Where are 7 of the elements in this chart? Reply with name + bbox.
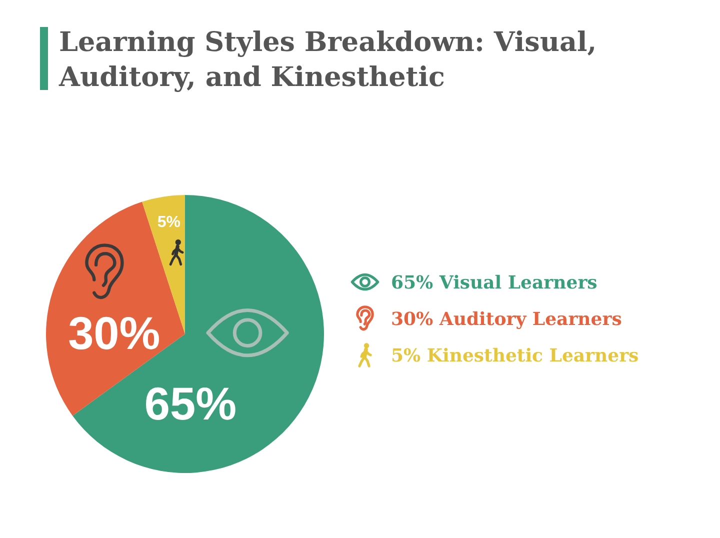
data-label: 30% (68, 307, 160, 360)
data-label: 65% (144, 377, 236, 430)
legend-label: 5% Kinesthetic Learners (391, 345, 639, 366)
data-label: 5% (157, 214, 181, 231)
chart-title: Learning Styles Breakdown: Visual, Auditory, and Kinesthetic (58, 27, 597, 93)
legend-label: 65% Visual Learners (391, 272, 598, 294)
legend-label: 30% Auditory Learners (391, 308, 622, 330)
